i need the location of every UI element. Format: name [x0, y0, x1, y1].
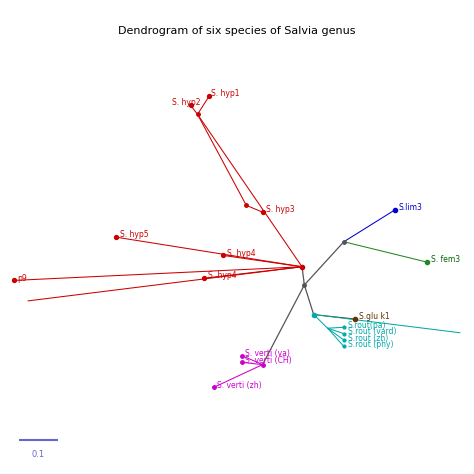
- Text: S. verti (zh): S. verti (zh): [218, 381, 262, 390]
- Text: S. hyp4: S. hyp4: [227, 249, 255, 257]
- Text: S. hyp4: S. hyp4: [208, 272, 237, 280]
- Text: S.lim3: S.lim3: [399, 203, 422, 212]
- Text: S.rout (phy): S.rout (phy): [347, 340, 393, 349]
- Text: S. hyp5: S. hyp5: [120, 230, 148, 239]
- Text: 0.1: 0.1: [32, 450, 45, 459]
- Text: S. fem3: S. fem3: [431, 255, 460, 264]
- Text: S. hyp2: S. hyp2: [172, 99, 201, 108]
- Text: Dendrogram of six species of Salvia genus: Dendrogram of six species of Salvia genu…: [118, 26, 356, 36]
- Text: S. hyp1: S. hyp1: [211, 90, 240, 98]
- Text: S. hyp3: S. hyp3: [266, 205, 295, 214]
- Text: S.rout (zh): S.rout (zh): [347, 334, 388, 343]
- Text: S.rout (vard): S.rout (vard): [347, 328, 396, 337]
- Text: S. verti (va): S. verti (va): [246, 349, 290, 358]
- Text: S. verti (CH): S. verti (CH): [246, 356, 292, 365]
- Text: p9: p9: [18, 273, 27, 283]
- Text: S.glu k1: S.glu k1: [359, 312, 390, 321]
- Text: S.rout(pa): S.rout(pa): [347, 321, 386, 330]
